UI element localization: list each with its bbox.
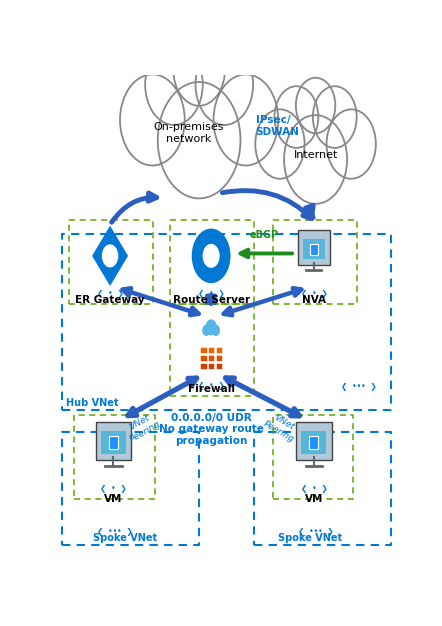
FancyArrowPatch shape <box>128 378 197 416</box>
Circle shape <box>313 86 357 148</box>
Text: IPsec/
SDWAN: IPsec/ SDWAN <box>255 115 300 136</box>
Text: On-premises
network: On-premises network <box>153 122 224 144</box>
FancyBboxPatch shape <box>310 244 318 255</box>
Text: eBGP: eBGP <box>250 230 279 240</box>
FancyArrowPatch shape <box>305 205 313 218</box>
FancyArrowPatch shape <box>222 190 312 218</box>
Circle shape <box>158 82 240 198</box>
Text: ❮  •  ❯: ❮ • ❯ <box>100 484 127 493</box>
Circle shape <box>145 44 203 125</box>
Circle shape <box>255 110 305 179</box>
FancyBboxPatch shape <box>303 239 325 259</box>
FancyBboxPatch shape <box>301 431 326 454</box>
Circle shape <box>296 78 335 133</box>
Text: Spoke VNet: Spoke VNet <box>93 533 157 543</box>
FancyArrowPatch shape <box>112 193 156 222</box>
Circle shape <box>192 228 231 283</box>
FancyArrowPatch shape <box>240 250 292 257</box>
Circle shape <box>274 86 318 148</box>
Text: Internet: Internet <box>293 150 338 160</box>
Text: VNet
Peering: VNet Peering <box>123 410 162 444</box>
Text: ❮  •  ❯: ❮ • ❯ <box>301 289 327 298</box>
Text: ❮  •  ❯: ❮ • ❯ <box>301 484 327 493</box>
Text: ❮  •••  ❯: ❮ ••• ❯ <box>340 381 376 391</box>
FancyArrowPatch shape <box>122 288 198 315</box>
Polygon shape <box>92 226 128 286</box>
Text: ❮  •  ❯: ❮ • ❯ <box>97 289 123 298</box>
Text: ❮  •••  ❯: ❮ ••• ❯ <box>97 527 133 536</box>
Circle shape <box>120 74 185 165</box>
FancyBboxPatch shape <box>208 356 214 361</box>
FancyBboxPatch shape <box>296 422 332 459</box>
FancyArrowPatch shape <box>207 295 215 304</box>
Text: Firewall: Firewall <box>187 384 235 394</box>
Text: Spoke VNet: Spoke VNet <box>278 533 342 543</box>
FancyBboxPatch shape <box>216 363 222 369</box>
Circle shape <box>195 44 253 125</box>
Text: ER Gateway: ER Gateway <box>75 295 145 305</box>
FancyBboxPatch shape <box>309 436 318 449</box>
Text: Route Server: Route Server <box>172 295 250 305</box>
FancyBboxPatch shape <box>216 347 222 353</box>
Circle shape <box>173 33 225 106</box>
Text: ❮  •  ❯: ❮ • ❯ <box>198 289 225 298</box>
Circle shape <box>202 325 210 336</box>
Circle shape <box>202 244 220 268</box>
FancyBboxPatch shape <box>298 230 330 265</box>
FancyBboxPatch shape <box>200 363 206 369</box>
FancyArrowPatch shape <box>224 288 301 316</box>
FancyBboxPatch shape <box>101 431 126 454</box>
FancyArrowPatch shape <box>226 378 299 416</box>
Circle shape <box>102 244 118 267</box>
FancyBboxPatch shape <box>200 356 206 361</box>
Text: Hub VNet: Hub VNet <box>65 398 118 408</box>
Text: ❮  •  ❯: ❮ • ❯ <box>198 381 225 389</box>
Text: ❮  •••  ❯: ❮ ••• ❯ <box>298 527 333 536</box>
Text: VNet
Peering: VNet Peering <box>262 410 301 444</box>
Circle shape <box>327 110 376 179</box>
FancyBboxPatch shape <box>216 356 222 361</box>
Circle shape <box>213 74 278 165</box>
Circle shape <box>206 319 217 336</box>
FancyBboxPatch shape <box>95 422 131 459</box>
FancyBboxPatch shape <box>208 347 214 353</box>
Text: NVA: NVA <box>302 295 326 305</box>
Text: VM: VM <box>305 493 323 503</box>
FancyBboxPatch shape <box>109 436 118 449</box>
Circle shape <box>212 325 220 336</box>
FancyBboxPatch shape <box>208 363 214 369</box>
Circle shape <box>284 115 347 204</box>
Text: 0.0.0.0/0 UDR
No gateway route
propagation: 0.0.0.0/0 UDR No gateway route propagati… <box>159 413 263 446</box>
FancyBboxPatch shape <box>200 347 206 353</box>
Text: VM: VM <box>104 493 123 503</box>
